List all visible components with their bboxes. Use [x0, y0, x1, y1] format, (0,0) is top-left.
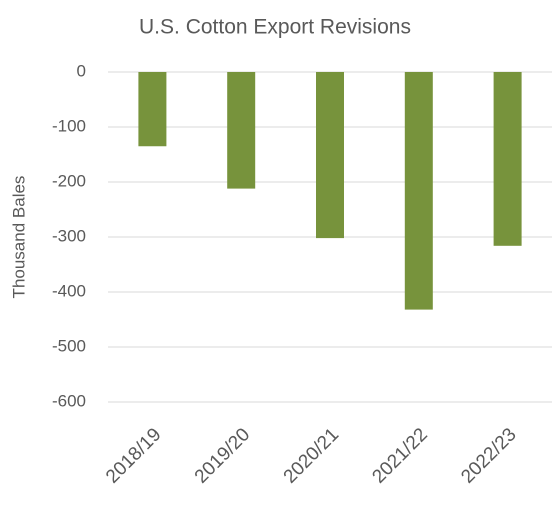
bar	[316, 72, 344, 239]
bar	[138, 72, 167, 147]
y-tick-label: -500	[52, 336, 86, 355]
y-tick-label: 0	[77, 61, 86, 80]
y-tick-label: -100	[52, 116, 86, 135]
bar	[493, 72, 522, 246]
bar	[404, 72, 433, 310]
y-tick-label: -600	[52, 391, 86, 410]
y-tick-label: -400	[52, 281, 86, 300]
bar	[227, 72, 256, 189]
x-tick-label: 2019/20	[191, 424, 254, 487]
x-tick-label: 2022/23	[457, 424, 520, 487]
chart-title: U.S. Cotton Export Revisions	[139, 16, 411, 39]
x-tick-label: 2021/22	[368, 424, 431, 487]
y-tick-label: -200	[52, 171, 86, 190]
y-tick-label: -300	[52, 226, 86, 245]
x-tick-label: 2020/21	[280, 424, 343, 487]
y-axis-label: Thousand Bales	[9, 176, 28, 299]
x-tick-label: 2018/19	[102, 424, 165, 487]
